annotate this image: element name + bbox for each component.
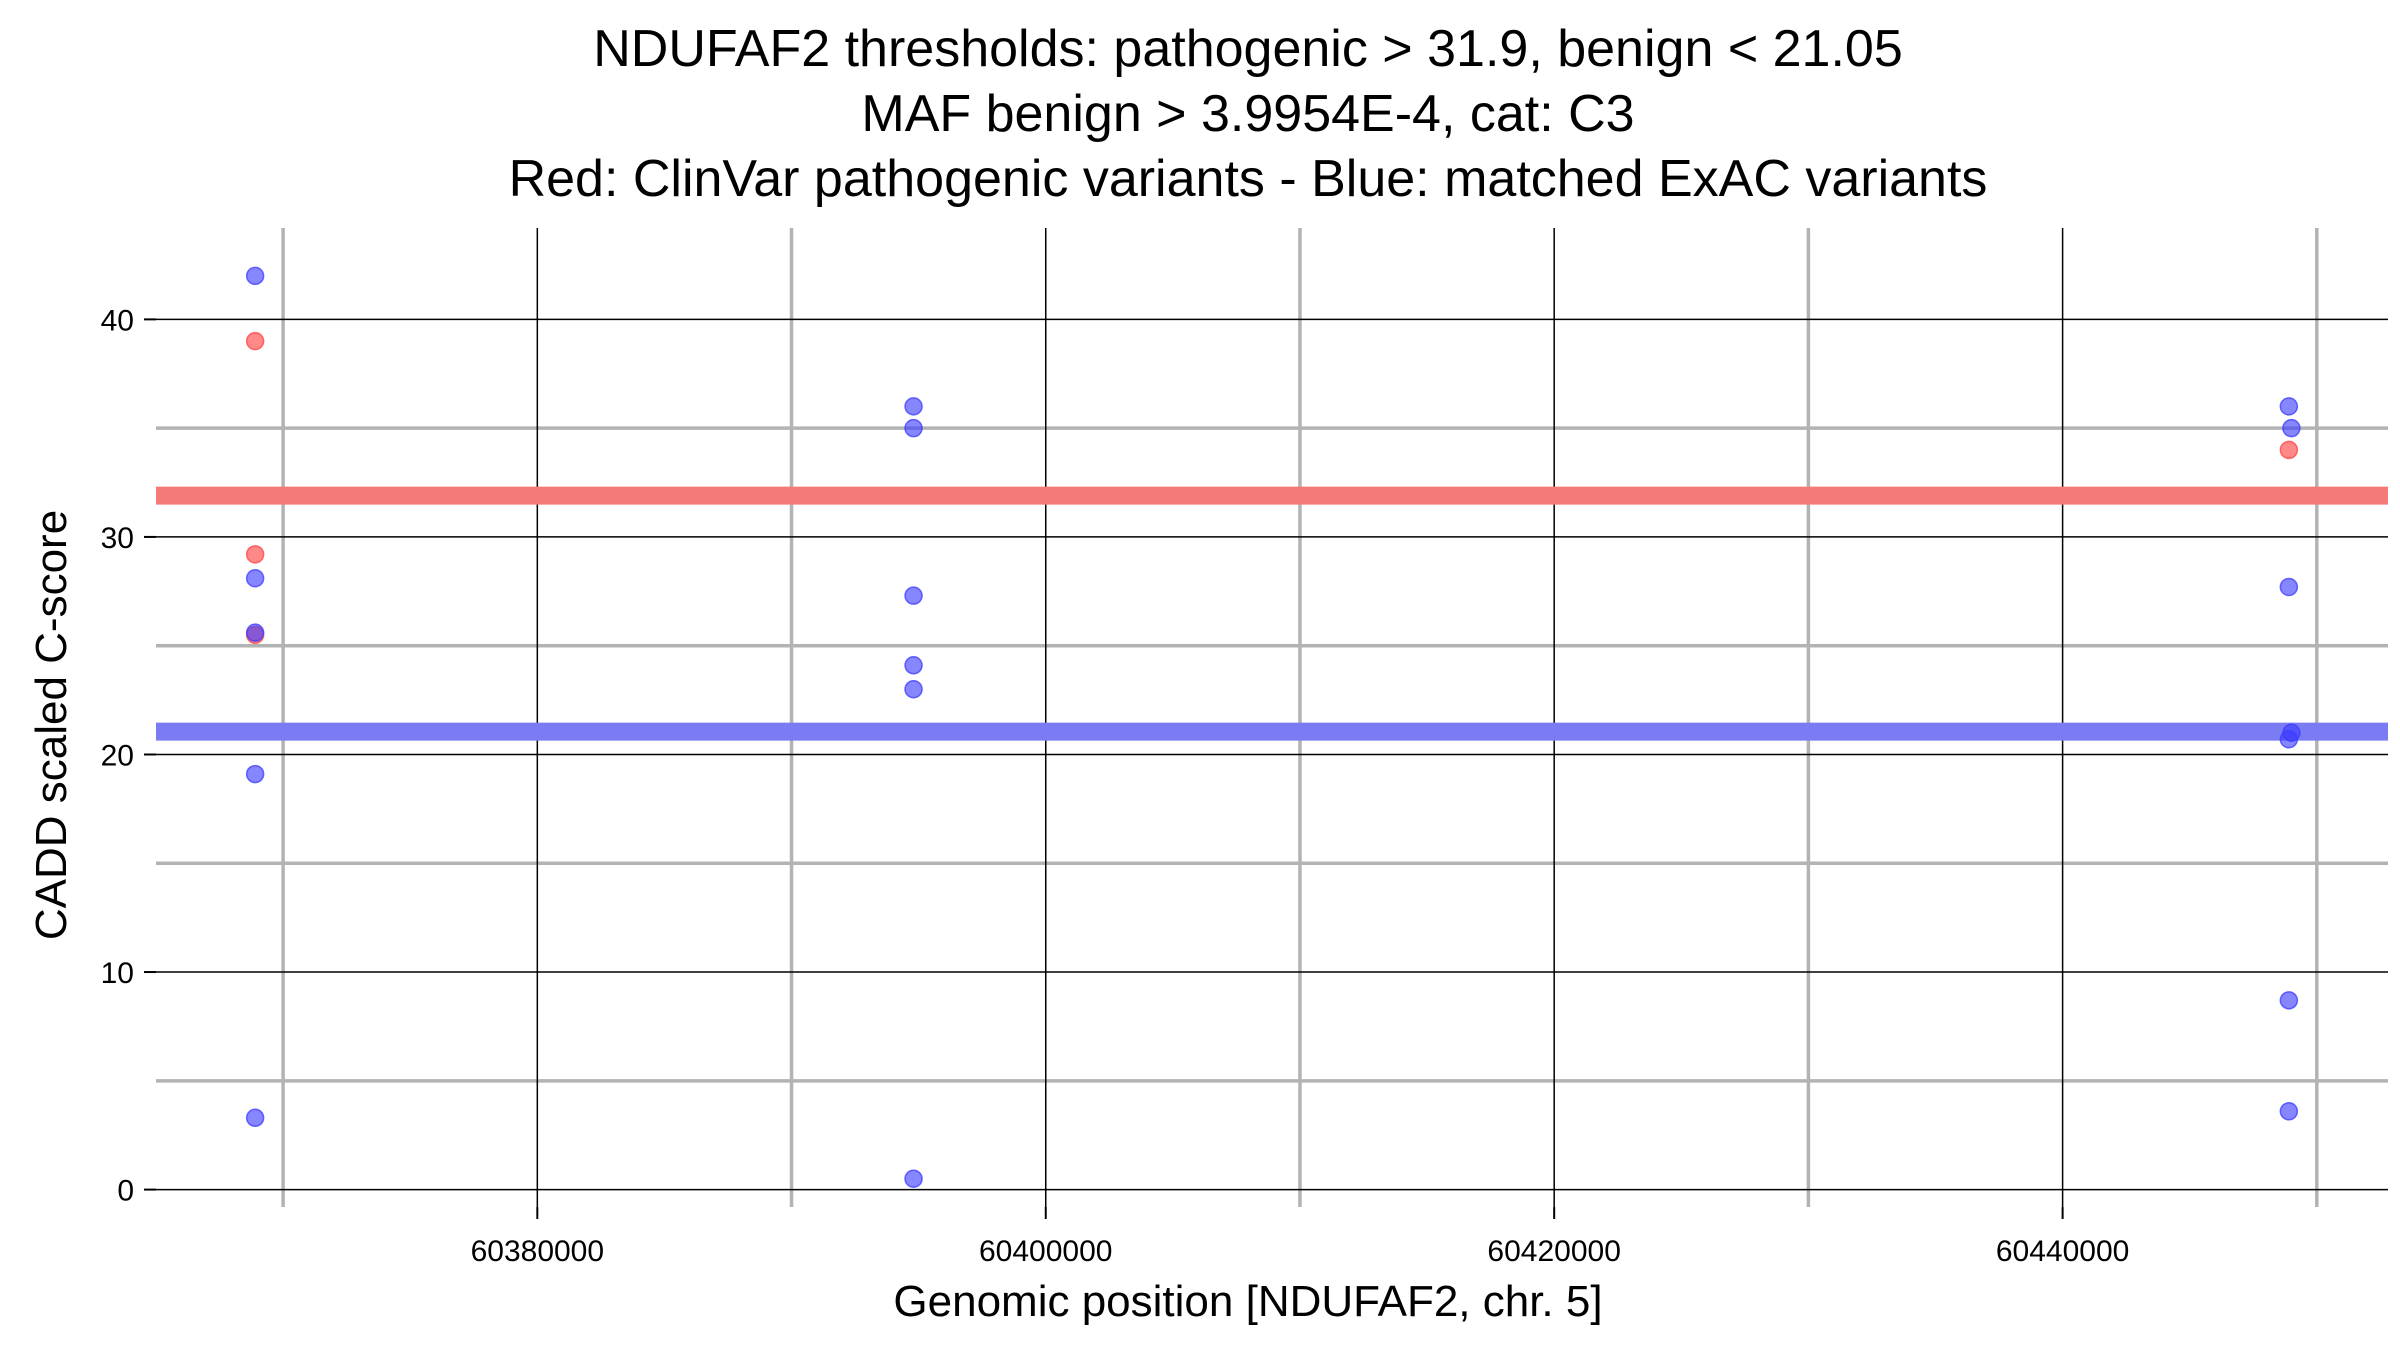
x-tick-label: 60440000 xyxy=(1996,1235,2129,1268)
data-point-blue xyxy=(2279,1102,2299,1121)
y-tick-label: 10 xyxy=(101,957,134,990)
title-line-2: MAF benign > 3.9954E-4, cat: C3 xyxy=(861,85,1634,143)
data-point-blue xyxy=(904,418,923,438)
x-tick-label: 60380000 xyxy=(471,1235,604,1268)
x-tick-label: 60400000 xyxy=(979,1235,1112,1268)
data-point-blue xyxy=(2282,418,2301,438)
data-point-blue xyxy=(904,679,923,699)
data-point-red xyxy=(2279,440,2299,460)
data-point-blue xyxy=(904,397,923,416)
minor-grid xyxy=(156,228,2388,1207)
data-point-blue xyxy=(904,656,923,675)
title-line-3: Red: ClinVar pathogenic variants - Blue:… xyxy=(509,150,1988,208)
data-point-blue xyxy=(904,1169,923,1188)
y-tick-label: 20 xyxy=(101,739,134,772)
y-axis-label: CADD scaled C-score xyxy=(27,510,76,940)
y-tick-label: 0 xyxy=(117,1175,134,1208)
data-point-blue xyxy=(245,266,265,286)
data-point-blue xyxy=(2279,730,2299,749)
data-point-blue xyxy=(904,586,923,605)
data-point-blue xyxy=(245,569,265,588)
y-tick-label: 40 xyxy=(101,304,134,337)
y-tick-label: 30 xyxy=(101,522,134,555)
data-point-blue xyxy=(245,1108,265,1128)
major-grid xyxy=(156,228,2388,1207)
x-axis-label: Genomic position [NDUFAF2, chr. 5] xyxy=(893,1277,1602,1326)
data-points xyxy=(245,266,2301,1188)
chart-title: NDUFAF2 thresholds: pathogenic > 31.9, b… xyxy=(509,20,1988,208)
x-tick-label: 60420000 xyxy=(1487,1235,1620,1268)
title-line-1: NDUFAF2 thresholds: pathogenic > 31.9, b… xyxy=(593,20,1903,78)
data-point-red xyxy=(245,331,265,351)
data-point-blue xyxy=(245,764,265,784)
data-point-red xyxy=(245,545,265,564)
data-point-blue xyxy=(2279,397,2299,416)
data-point-blue xyxy=(2279,577,2299,597)
data-point-blue xyxy=(245,623,265,642)
threshold-lines xyxy=(156,486,2388,741)
data-point-blue xyxy=(2279,991,2299,1010)
axis-ticks: 0 10 20 30 40 60380000 60400000 60420000 6044000… xyxy=(101,304,2130,1268)
